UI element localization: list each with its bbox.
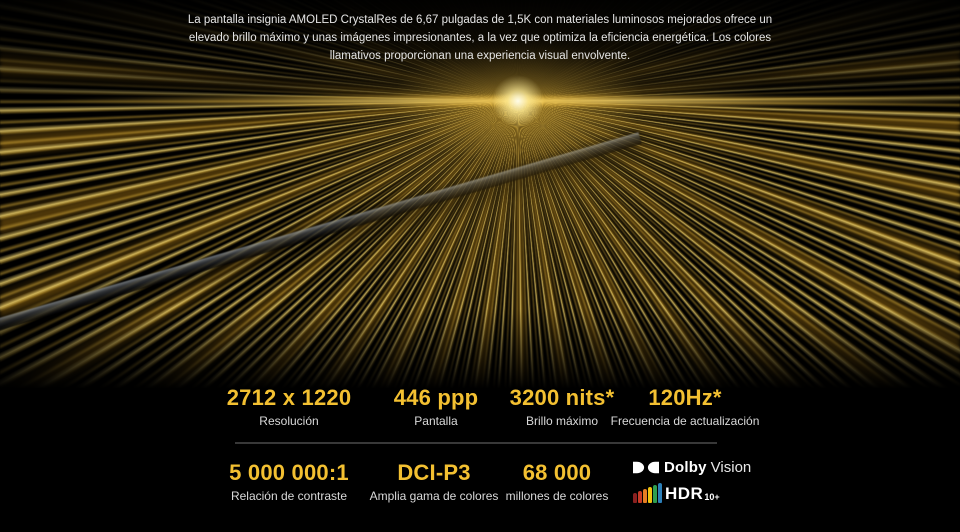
spec-resolution: 2712 x 1220 Resolución bbox=[227, 385, 352, 429]
hdr-color-bars-icon bbox=[633, 483, 662, 503]
hdr10plus-logo: HDR 10+ bbox=[633, 483, 751, 503]
spec-label: Frecuencia de actualización bbox=[610, 414, 760, 428]
spec-value: 68 000 bbox=[522, 460, 592, 485]
spec-value: 2712 x 1220 bbox=[226, 385, 352, 410]
dolby-vision-logo: Dolby Vision bbox=[633, 458, 751, 476]
spec-color-count: 68 000 millones de colores bbox=[506, 460, 609, 504]
dolby-wordmark: Dolby bbox=[664, 458, 707, 476]
spec-label: Relación de contraste bbox=[230, 489, 348, 503]
spec-label: millones de colores bbox=[505, 489, 609, 503]
spec-pixel-density: 446 ppp Pantalla bbox=[394, 385, 479, 429]
hdr-suffix: 10+ bbox=[704, 492, 720, 502]
specs-divider bbox=[235, 442, 717, 444]
spec-label: Amplia gama de colores bbox=[369, 489, 499, 503]
spec-value: 3200 nits* bbox=[509, 385, 615, 410]
hdr-format-logos: Dolby Vision HDR 10+ bbox=[633, 458, 751, 503]
spec-contrast-ratio: 5 000 000:1 Relación de contraste bbox=[229, 460, 349, 504]
spec-label: Brillo máximo bbox=[525, 414, 599, 428]
spec-value: 120Hz* bbox=[648, 385, 722, 410]
spec-refresh-rate: 120Hz* Frecuencia de actualización bbox=[611, 385, 760, 429]
vision-wordmark: Vision bbox=[710, 458, 752, 476]
spec-label: Pantalla bbox=[414, 414, 458, 428]
spec-value: DCI-P3 bbox=[397, 460, 471, 485]
display-description: La pantalla insignia AMOLED CrystalRes d… bbox=[187, 14, 773, 62]
hdr-wordmark: HDR bbox=[665, 484, 704, 503]
spec-value: 5 000 000:1 bbox=[229, 460, 349, 485]
dolby-double-d-icon bbox=[633, 461, 659, 473]
spec-brightness: 3200 nits* Brillo máximo bbox=[510, 385, 615, 429]
spec-value: 446 ppp bbox=[393, 385, 479, 410]
spec-color-gamut: DCI-P3 Amplia gama de colores bbox=[370, 460, 499, 504]
spec-label: Resolución bbox=[259, 414, 319, 428]
